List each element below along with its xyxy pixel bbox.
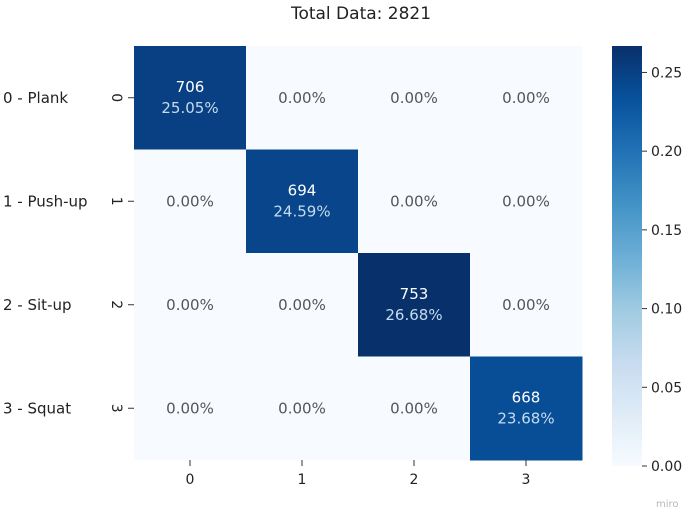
heatmap-cell <box>134 149 247 254</box>
colorbar-tick-label: 0.05 <box>651 380 682 396</box>
cell-percent-label: 0.00% <box>166 296 214 314</box>
heatmap-cell <box>358 253 471 357</box>
cell-count-label: 706 <box>176 78 205 96</box>
cell-percent-label: 0.00% <box>166 399 214 417</box>
colorbar-tick-label: 0.25 <box>651 65 682 81</box>
y-tick-label: 0 <box>108 93 124 102</box>
colorbar-tick-label: 0.20 <box>651 144 682 160</box>
cell-count-label: 753 <box>400 285 429 303</box>
colorbar-gradient <box>612 46 642 466</box>
cell-percent-label: 24.59% <box>273 202 330 220</box>
row-label: 0 - Plank <box>3 89 68 107</box>
cell-percent-label: 23.68% <box>497 409 554 427</box>
colorbar: 0.00 0.05 0.10 0.15 0.20 0.25 <box>612 46 682 475</box>
heatmap-cell <box>358 149 471 254</box>
x-tick-label: 3 <box>522 472 531 488</box>
colorbar-tick-label: 0.00 <box>651 459 682 475</box>
colorbar-tick-label: 0.15 <box>651 223 682 239</box>
row-labels: 0 - Plank 1 - Push-up 2 - Sit-up 3 - Squat <box>3 89 88 418</box>
cell-count-label: 668 <box>512 388 541 406</box>
heatmap-cell <box>246 253 359 357</box>
row-label: 3 - Squat <box>3 399 71 417</box>
heatmap-cell <box>246 149 359 254</box>
cell-percent-label: 0.00% <box>502 192 550 210</box>
row-label: 1 - Push-up <box>3 192 88 210</box>
chart-title: Total Data: 2821 <box>290 4 431 24</box>
y-tick-label: 3 <box>108 404 124 413</box>
heatmap-cell <box>246 46 359 150</box>
cell-percent-label: 0.00% <box>390 399 438 417</box>
cell-percent-label: 0.00% <box>502 89 550 107</box>
y-tick-label: 2 <box>108 300 124 309</box>
heatmap-cell <box>358 356 471 461</box>
row-label: 2 - Sit-up <box>3 296 72 314</box>
y-tick-label: 1 <box>108 197 124 206</box>
x-axis-ticks: 0 1 2 3 <box>186 460 531 488</box>
heatmap-cell <box>246 356 359 461</box>
heatmap-grid: 706 25.05% 0.00% 0.00% 0.00% 0.00% 694 24.59% 0.… <box>134 46 583 461</box>
cell-count-label: 694 <box>288 181 317 199</box>
cell-percent-label: 26.68% <box>385 306 442 324</box>
heatmap-cell <box>470 253 583 357</box>
cell-percent-label: 25.05% <box>161 99 218 117</box>
colorbar-tick-label: 0.10 <box>651 302 682 318</box>
heatmap-cell <box>134 356 247 461</box>
x-tick-label: 0 <box>186 472 195 488</box>
heatmap-cell <box>470 356 583 461</box>
cell-percent-label: 0.00% <box>278 399 326 417</box>
heatmap-cell <box>470 46 583 150</box>
watermark-text: miro <box>656 499 679 510</box>
x-tick-label: 1 <box>298 472 307 488</box>
y-axis-ticks: 0 1 2 3 <box>108 93 134 413</box>
cell-percent-label: 0.00% <box>278 296 326 314</box>
heatmap-cell <box>470 149 583 254</box>
cell-percent-label: 0.00% <box>166 192 214 210</box>
cell-percent-label: 0.00% <box>502 296 550 314</box>
x-tick-label: 2 <box>410 472 419 488</box>
heatmap-cell <box>134 253 247 357</box>
heatmap-cell <box>358 46 471 150</box>
cell-percent-label: 0.00% <box>390 89 438 107</box>
cell-percent-label: 0.00% <box>278 89 326 107</box>
heatmap-cell <box>134 46 247 150</box>
cell-percent-label: 0.00% <box>390 192 438 210</box>
